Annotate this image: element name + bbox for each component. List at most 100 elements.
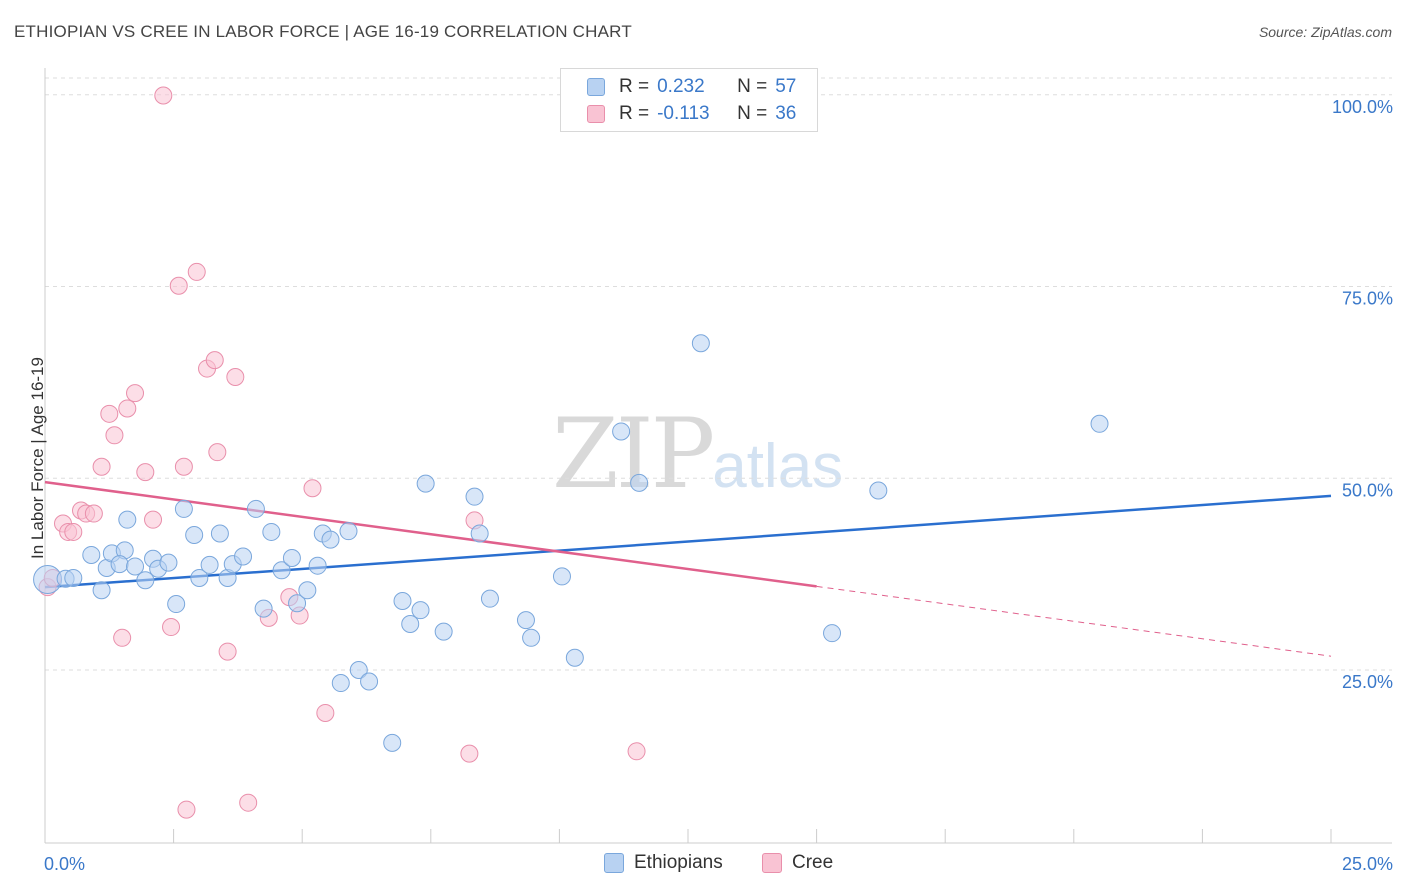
- cree-point: [64, 522, 83, 541]
- x-tick-label: 25.0%: [1342, 854, 1393, 874]
- ethiopians-point: [434, 622, 453, 641]
- ethiopians-point: [869, 481, 888, 500]
- cree-point: [226, 368, 245, 387]
- grid-layer: [45, 77, 1392, 671]
- ethiopians-swatch: [604, 853, 624, 873]
- watermark-atlas: atlas: [712, 432, 844, 501]
- legend-label-ethiopians: Ethiopians: [634, 852, 723, 873]
- ethiopians-point: [308, 556, 327, 575]
- ethiopians-point: [331, 674, 350, 693]
- ethiopians-point: [565, 648, 584, 667]
- r-label: R =: [619, 103, 650, 124]
- ethiopians-point: [136, 571, 155, 590]
- ethiopians-point: [118, 510, 137, 529]
- ethiopians-point: [465, 487, 484, 506]
- cree-point: [118, 399, 137, 418]
- ethiopians-point: [612, 422, 631, 441]
- chart-title: ETHIOPIAN VS CREE IN LABOR FORCE | AGE 1…: [14, 22, 632, 41]
- ethiopians-point: [360, 672, 379, 691]
- r-value: -0.113: [657, 103, 710, 124]
- n-value: 57: [775, 76, 797, 97]
- ethiopians-point: [272, 561, 291, 580]
- cree-point: [316, 703, 335, 722]
- ethiopians-point: [823, 624, 842, 643]
- n-label: N =: [737, 103, 768, 124]
- ethiopians-point: [110, 555, 129, 574]
- ethiopians-point: [200, 555, 219, 574]
- ethiopians-point: [516, 611, 535, 630]
- ethiopians-point: [393, 591, 412, 610]
- cree-point: [169, 276, 188, 295]
- ethiopians-point: [92, 581, 111, 600]
- cree-point: [208, 443, 227, 462]
- ethiopians-point: [262, 522, 281, 541]
- cree-point: [187, 262, 206, 281]
- ethiopians-point: [401, 614, 420, 633]
- ethiopians-point: [167, 595, 186, 614]
- ethiopians-point: [691, 334, 710, 353]
- ethiopians-point: [339, 522, 358, 541]
- y-tick-label: 50.0%: [1342, 480, 1393, 500]
- cree-point: [174, 457, 193, 476]
- ethiopians-points: [33, 334, 1109, 752]
- watermark-zip: ZIP: [552, 398, 715, 510]
- cree-point: [92, 457, 111, 476]
- ethiopians-point: [190, 568, 209, 587]
- ethiopians-point: [64, 568, 83, 587]
- r-label: R =: [619, 76, 650, 97]
- series-legend: Ethiopians Cree: [0, 852, 1406, 878]
- ethiopians-point: [383, 733, 402, 752]
- ethiopians-point: [126, 557, 145, 576]
- cree-swatch: [587, 105, 605, 123]
- legend-item-ethiopians[interactable]: Ethiopians: [604, 852, 723, 874]
- ethiopians-point: [210, 524, 229, 543]
- cree-point: [126, 384, 145, 403]
- ethiopians-point: [1090, 414, 1109, 433]
- cree-point: [136, 463, 155, 482]
- x-tick-label: 0.0%: [44, 854, 85, 874]
- ethiopians-point: [522, 628, 541, 647]
- ethiopians-point: [282, 549, 301, 568]
- legend-row-cree: R = -0.113 N = 36: [587, 101, 796, 127]
- ethiopians-point: [159, 553, 178, 572]
- ethiopians-point: [246, 499, 265, 518]
- cree-point: [177, 800, 196, 819]
- y-tick-label: 75.0%: [1342, 289, 1393, 309]
- cree-point: [460, 744, 479, 763]
- legend-label-cree: Cree: [792, 852, 834, 873]
- n-label: N =: [737, 76, 768, 97]
- cree-trend-extension: [816, 585, 1332, 657]
- ethiopians-point: [288, 594, 307, 613]
- cree-point: [303, 479, 322, 498]
- legend-row-ethiopians: R = 0.232 N = 57: [587, 74, 796, 100]
- cree-point: [205, 351, 224, 370]
- n-value: 36: [775, 103, 797, 124]
- watermark: ZIPatlas: [552, 398, 843, 510]
- cree-point: [84, 504, 103, 523]
- ethiopians-point: [470, 524, 489, 543]
- ethiopians-point: [411, 601, 430, 620]
- cree-point: [144, 510, 163, 529]
- ethiopians-point: [321, 530, 340, 549]
- ethiopians-point: [82, 545, 101, 564]
- ethiopians-point: [254, 599, 273, 618]
- cree-point: [162, 618, 181, 637]
- ethiopians-point: [234, 547, 253, 566]
- cree-swatch: [762, 853, 782, 873]
- y-tick-label: 25.0%: [1342, 672, 1393, 692]
- legend-item-cree[interactable]: Cree: [762, 852, 833, 874]
- axis-layer: [44, 68, 1392, 844]
- y-tick-label: 100.0%: [1332, 97, 1393, 117]
- tick-label-layer: 25.0% 50.0% 75.0% 100.0% 0.0% 25.0%: [44, 97, 1393, 874]
- ethiopians-point: [185, 526, 204, 545]
- cree-point: [154, 86, 173, 105]
- ethiopians-point: [552, 567, 571, 586]
- r-value: 0.232: [657, 76, 705, 97]
- ethiopians-point: [630, 473, 649, 492]
- cree-point: [239, 793, 258, 812]
- cree-points: [38, 86, 646, 819]
- source-label: Source: ZipAtlas.com: [1258, 24, 1392, 40]
- y-axis-label: In Labor Force | Age 16-19: [28, 357, 47, 559]
- cree-trend-line: [44, 480, 817, 588]
